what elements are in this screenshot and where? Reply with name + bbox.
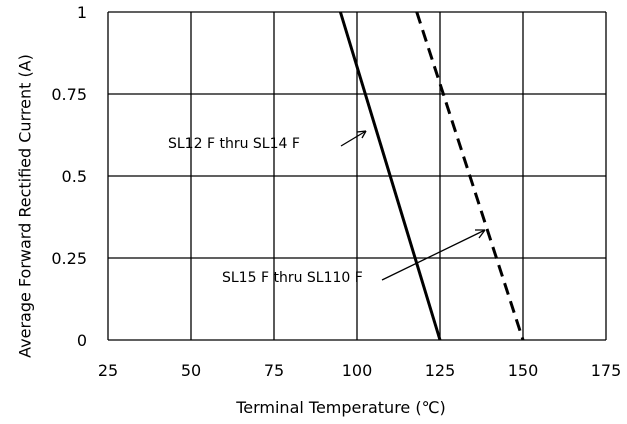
annotation-label: SL12 F thru SL14 F [168, 136, 300, 152]
x-tick-label: 50 [181, 361, 201, 380]
x-tick-label: 150 [508, 361, 539, 380]
x-tick-label: 175 [591, 361, 622, 380]
x-axis-title: Terminal Temperature (℃) [235, 398, 446, 417]
annotation-arrow-line [381, 229, 486, 281]
series-layer [338, 11, 525, 341]
y-tick-label: 1 [77, 3, 87, 22]
y-tick-label: 0 [77, 331, 87, 350]
annotation-sl15-sl110: SL15 F thru SL110 F [222, 229, 486, 286]
y-tick-label: 0.5 [62, 167, 87, 186]
x-tick-label: 100 [342, 361, 373, 380]
annotation-label: SL15 F thru SL110 F [222, 270, 363, 286]
annotation-arrowhead [475, 229, 486, 239]
annotation-arrowhead [356, 130, 367, 139]
annotation-arrow-line [340, 130, 367, 147]
grid [107, 11, 607, 341]
annotation-sl12-sl14: SL12 F thru SL14 F [168, 130, 367, 152]
series-line-2 [415, 11, 525, 341]
x-tick-label: 75 [264, 361, 284, 380]
tick-labels: 25 50 75 100 125 150 175 0 0.25 0.5 0.75 1 [51, 3, 621, 380]
series-line-1 [338, 11, 442, 341]
x-tick-label: 25 [98, 361, 118, 380]
y-tick-label: 0.25 [51, 249, 87, 268]
y-axis-title: Average Forward Rectified Current (A) [16, 54, 35, 358]
x-tick-label: 125 [425, 361, 456, 380]
y-tick-label: 0.75 [51, 85, 87, 104]
